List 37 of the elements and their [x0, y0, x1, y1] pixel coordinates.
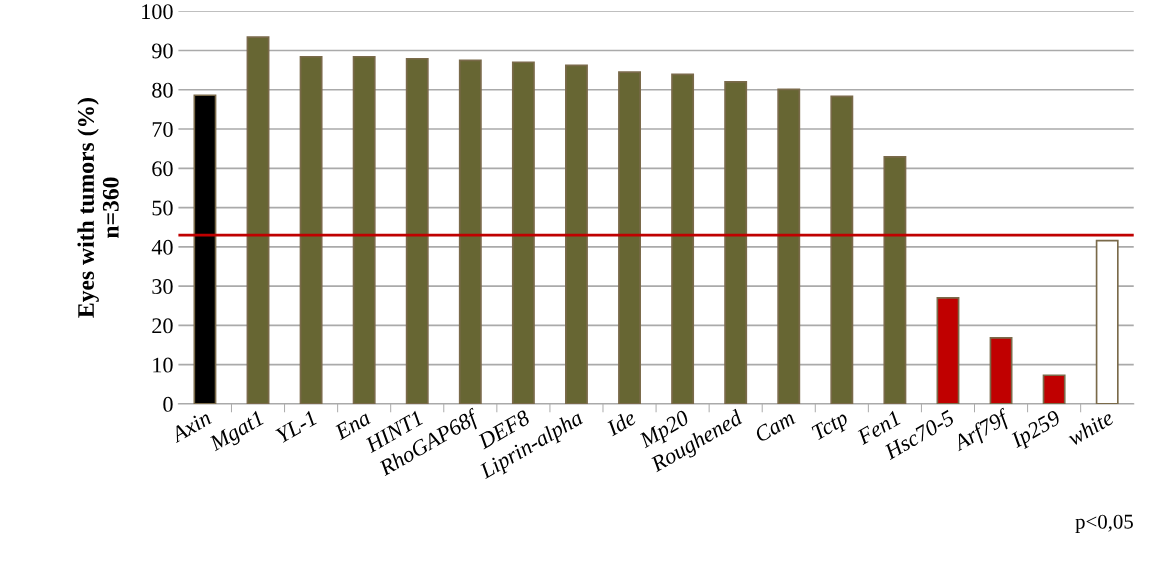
bar: [405, 57, 429, 404]
x-tick-label: white: [1065, 409, 1115, 447]
bar: [618, 71, 641, 404]
x-tick-label: Tctp: [811, 409, 852, 445]
y-tick-label: 80: [152, 82, 173, 98]
bar: [352, 55, 376, 404]
bar: [299, 55, 323, 404]
bar: [671, 73, 695, 404]
y-tick-label: 10: [153, 357, 173, 373]
bar: [724, 81, 748, 404]
bar: [1095, 239, 1119, 404]
bar: [989, 337, 1013, 404]
y-tick-label: 70: [152, 121, 173, 137]
y-tick-label: 60: [152, 161, 173, 177]
y-tick-label: 100: [142, 4, 173, 20]
bar: [830, 95, 854, 404]
y-tick-label: 30: [152, 279, 173, 295]
bar: [565, 64, 588, 404]
bar: [1042, 374, 1066, 404]
y-tick-label: 50: [152, 200, 173, 216]
bar: [511, 61, 535, 404]
bar: [883, 156, 907, 404]
x-tick-label: YL-1: [275, 410, 317, 444]
text: p<0,05: [1075, 514, 1133, 533]
y-tick-label: 20: [152, 318, 173, 334]
y-tick-label: 90: [152, 43, 173, 59]
bar: [246, 36, 270, 404]
y-axis-title: Eyes with tumors (%) n=360: [77, 98, 119, 318]
y-tick-label: 0: [163, 396, 173, 412]
bar: [193, 94, 217, 404]
y-tick-label: 40: [151, 239, 173, 255]
bar: [936, 297, 960, 404]
bar: [777, 88, 801, 404]
x-tick-label: Cam: [753, 409, 796, 443]
x-tick-label: Ide: [604, 409, 637, 437]
bar: [458, 59, 482, 404]
x-tick-label: Axin: [169, 413, 212, 444]
